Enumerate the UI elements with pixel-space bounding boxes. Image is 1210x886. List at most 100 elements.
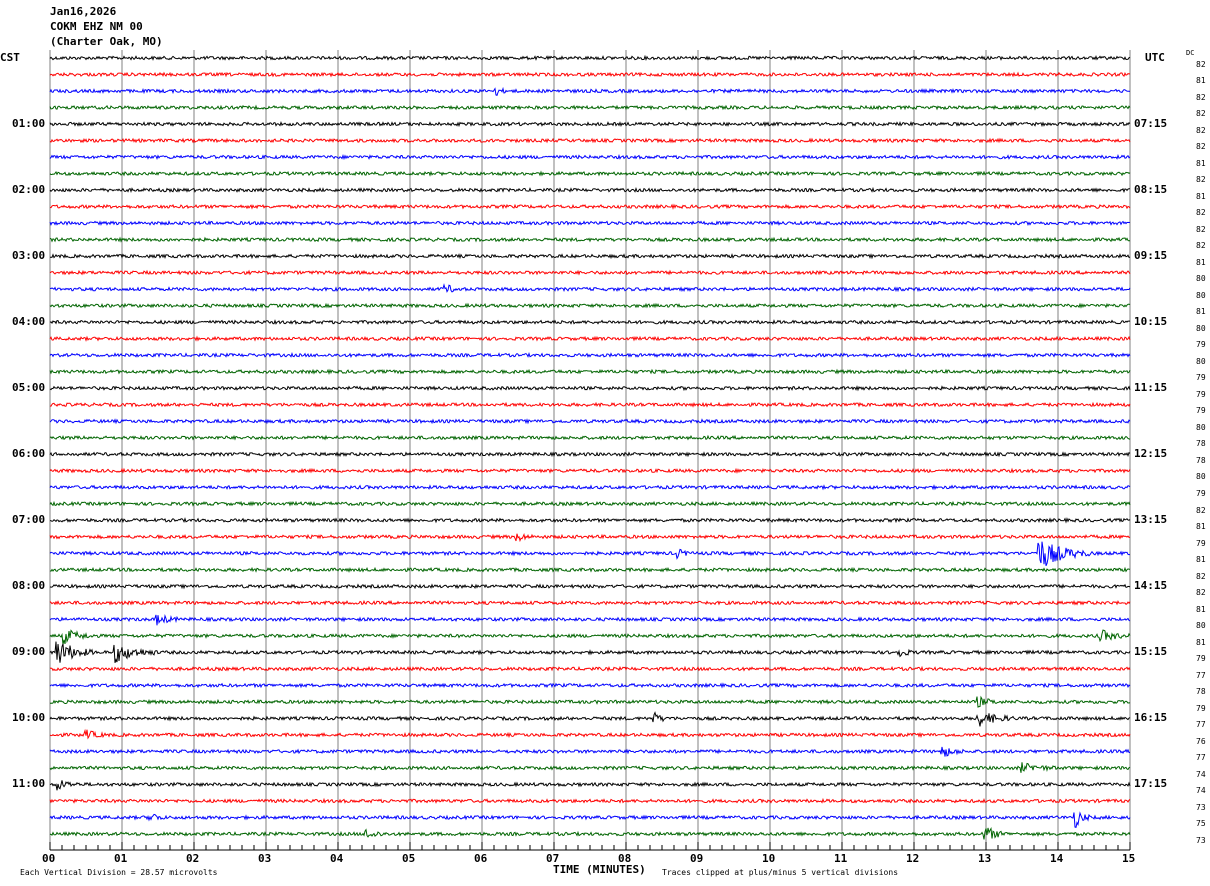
right-hour-label: 16:15	[1134, 711, 1168, 725]
right-hour-label: 10:15	[1134, 315, 1168, 329]
clip-note: Traces clipped at plus/minus 5 vertical …	[662, 868, 899, 877]
x-tick-label: 12	[906, 852, 920, 865]
dc-value: 78	[1196, 455, 1206, 465]
dc-value: 82	[1196, 571, 1206, 581]
trace-row-46	[49, 811, 1131, 829]
x-tick-label: 06	[474, 852, 488, 865]
trace-row-20	[49, 385, 1131, 392]
trace-row-3	[49, 104, 1131, 111]
dc-value: 81	[1196, 158, 1206, 168]
dc-value: 79	[1196, 654, 1206, 664]
x-tick-label: 15	[1122, 852, 1136, 865]
scale-note: Each Vertical Division = 28.57 microvolt…	[20, 868, 218, 877]
trace-row-14	[49, 283, 1131, 293]
dc-value: 80	[1196, 422, 1206, 432]
station-code: COKM EHZ NM 00	[50, 20, 143, 33]
dc-value: 82	[1196, 109, 1206, 119]
dc-value: 79	[1196, 489, 1206, 498]
right-hour-label: 13:15	[1134, 513, 1168, 527]
trace-row-35	[49, 629, 1131, 645]
dc-value: 82	[1196, 208, 1206, 218]
trace-row-43	[49, 762, 1131, 773]
left-hour-label: 08:00	[12, 579, 46, 593]
right-timezone: UTC	[1145, 51, 1165, 64]
dc-value: 82	[1196, 59, 1206, 69]
dc-value: 81	[1196, 522, 1206, 532]
x-axis-label: TIME (MINUTES)	[553, 863, 646, 876]
dc-value: 81	[1196, 257, 1206, 267]
trace-row-4	[49, 120, 1131, 128]
trace-row-23	[49, 434, 1131, 441]
trace-row-37	[49, 665, 1131, 672]
dc-value: 74	[1196, 786, 1206, 796]
x-tick-label: 03	[258, 852, 272, 865]
trace-row-19	[49, 368, 1131, 375]
dc-value: 80	[1196, 290, 1206, 300]
trace-row-31	[49, 566, 1131, 574]
trace-row-25	[49, 467, 1131, 474]
dc-value: 81	[1196, 76, 1206, 86]
dc-value: 79	[1196, 373, 1206, 383]
trace-row-39	[49, 695, 1131, 708]
left-timezone: CST	[0, 51, 20, 64]
x-tick-label: 13	[978, 852, 992, 865]
dc-value: 81	[1196, 191, 1206, 201]
trace-row-47	[49, 827, 1131, 840]
trace-row-28	[49, 517, 1131, 524]
dc-value: 77	[1196, 720, 1206, 730]
trace-row-36	[49, 641, 1131, 663]
left-hour-label: 11:00	[12, 777, 46, 791]
dc-value: 76	[1196, 736, 1206, 746]
dc-value: 80	[1196, 621, 1206, 631]
dc-value: 73	[1196, 835, 1206, 845]
trace-row-18	[49, 351, 1131, 359]
trace-row-12	[50, 253, 1131, 260]
right-hour-label: 15:15	[1134, 645, 1168, 659]
x-tick-label: 05	[402, 852, 416, 865]
dc-value: 75	[1196, 819, 1206, 829]
dc-value: 73	[1196, 802, 1206, 812]
left-hour-label: 01:00	[12, 117, 46, 131]
trace-row-13	[49, 269, 1131, 276]
trace-row-33	[49, 599, 1131, 606]
station-location: (Charter Oak, MO)	[50, 35, 163, 48]
left-hour-label: 10:00	[12, 711, 46, 725]
dc-value: 79	[1196, 538, 1206, 548]
trace-row-34	[49, 613, 1131, 626]
trace-row-40	[49, 711, 1131, 727]
trace-row-2	[49, 86, 1131, 97]
x-tick-label: 10	[762, 852, 776, 865]
dc-value: 80	[1196, 323, 1206, 333]
left-hour-label: 04:00	[12, 315, 46, 329]
dc-value: 82	[1196, 125, 1206, 135]
dc-value: 81	[1196, 555, 1206, 565]
dc-value: 82	[1196, 142, 1206, 152]
trace-row-15	[49, 302, 1131, 309]
left-hour-label: 05:00	[12, 381, 46, 395]
trace-row-6	[49, 153, 1131, 161]
dc-value: 82	[1196, 175, 1206, 185]
dc-value: 74	[1196, 769, 1206, 779]
right-hour-label: 08:15	[1134, 183, 1168, 197]
x-tick-label: 07	[546, 852, 560, 865]
dc-value: 82	[1196, 241, 1206, 251]
right-hour-label: 09:15	[1134, 249, 1168, 263]
trace-row-27	[49, 500, 1131, 507]
dc-value: 80	[1196, 274, 1206, 284]
trace-row-38	[49, 682, 1131, 689]
trace-row-10	[49, 220, 1131, 227]
right-hour-label: 14:15	[1134, 579, 1168, 593]
trace-row-0	[49, 54, 1131, 62]
dc-value: 78	[1196, 439, 1206, 449]
trace-row-8	[49, 186, 1130, 194]
dc-value: 82	[1196, 505, 1206, 515]
dc-value: 78	[1196, 687, 1206, 697]
trace-row-16	[49, 319, 1131, 326]
dc-value: 82	[1196, 224, 1206, 234]
trace-row-24	[49, 451, 1131, 458]
right-hour-label: 11:15	[1134, 381, 1168, 395]
dc-value: 79	[1196, 340, 1206, 350]
trace-row-45	[49, 797, 1131, 804]
